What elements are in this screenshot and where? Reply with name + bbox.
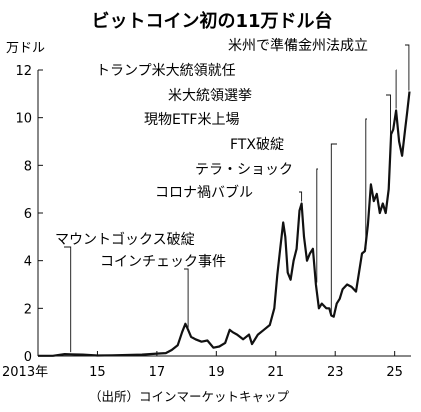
annotation-leader-line — [64, 246, 72, 353]
y-tick-label: 10 — [15, 112, 32, 127]
x-tick-label: 2013年 — [2, 365, 48, 380]
annotation-leader-line — [299, 191, 303, 202]
y-tick-label: 2 — [24, 302, 32, 317]
series-layer — [38, 91, 411, 357]
x-tick-label: 19 — [208, 365, 225, 380]
annotation-leader-line — [316, 168, 318, 283]
x-tick-label: 23 — [327, 365, 344, 380]
chart-title: ビットコイン初の11万ドル台 — [91, 10, 332, 32]
annotation-label: 米大統領選挙 — [168, 87, 252, 104]
annotation-label: コインチェック事件 — [100, 254, 226, 270]
y-tick-label: 6 — [24, 207, 32, 222]
annotation-leader-line — [405, 44, 410, 91]
axes: 0 2 4 6 8 10 12 2013年 15 17 19 21 23 25 — [2, 64, 411, 380]
annotation-label: テラ・ショック — [195, 162, 293, 178]
y-axis-unit-label: 万ドル — [6, 41, 45, 56]
source-note: （出所）コインマーケットキャップ — [89, 389, 290, 404]
annotation-leader-line — [184, 268, 189, 328]
annotation-label: コロナ禍バブル — [155, 184, 253, 201]
annotation-leader-line — [386, 94, 391, 135]
x-tick-label: 17 — [149, 365, 166, 380]
annotation-label: 米州で準備金州法成立 — [228, 38, 368, 54]
y-tick-label: 0 — [24, 350, 32, 365]
price-series-line — [38, 91, 411, 357]
annotation-label: トランプ米大統領就任 — [96, 62, 236, 79]
annotation-leader-line — [330, 143, 337, 314]
x-tick-label: 21 — [267, 365, 284, 380]
annotation-label: 現物ETF米上場 — [144, 112, 239, 128]
y-tick-label: 8 — [24, 159, 32, 174]
annotation-label: FTX破綻 — [230, 137, 284, 153]
annotation-leader-line — [365, 118, 367, 250]
y-tick-label: 4 — [24, 255, 32, 270]
annotation-label: マウントゴックス破綻 — [55, 231, 195, 248]
y-tick-label: 12 — [15, 64, 32, 79]
x-tick-label: 15 — [89, 365, 106, 380]
x-tick-label: 25 — [386, 365, 403, 380]
